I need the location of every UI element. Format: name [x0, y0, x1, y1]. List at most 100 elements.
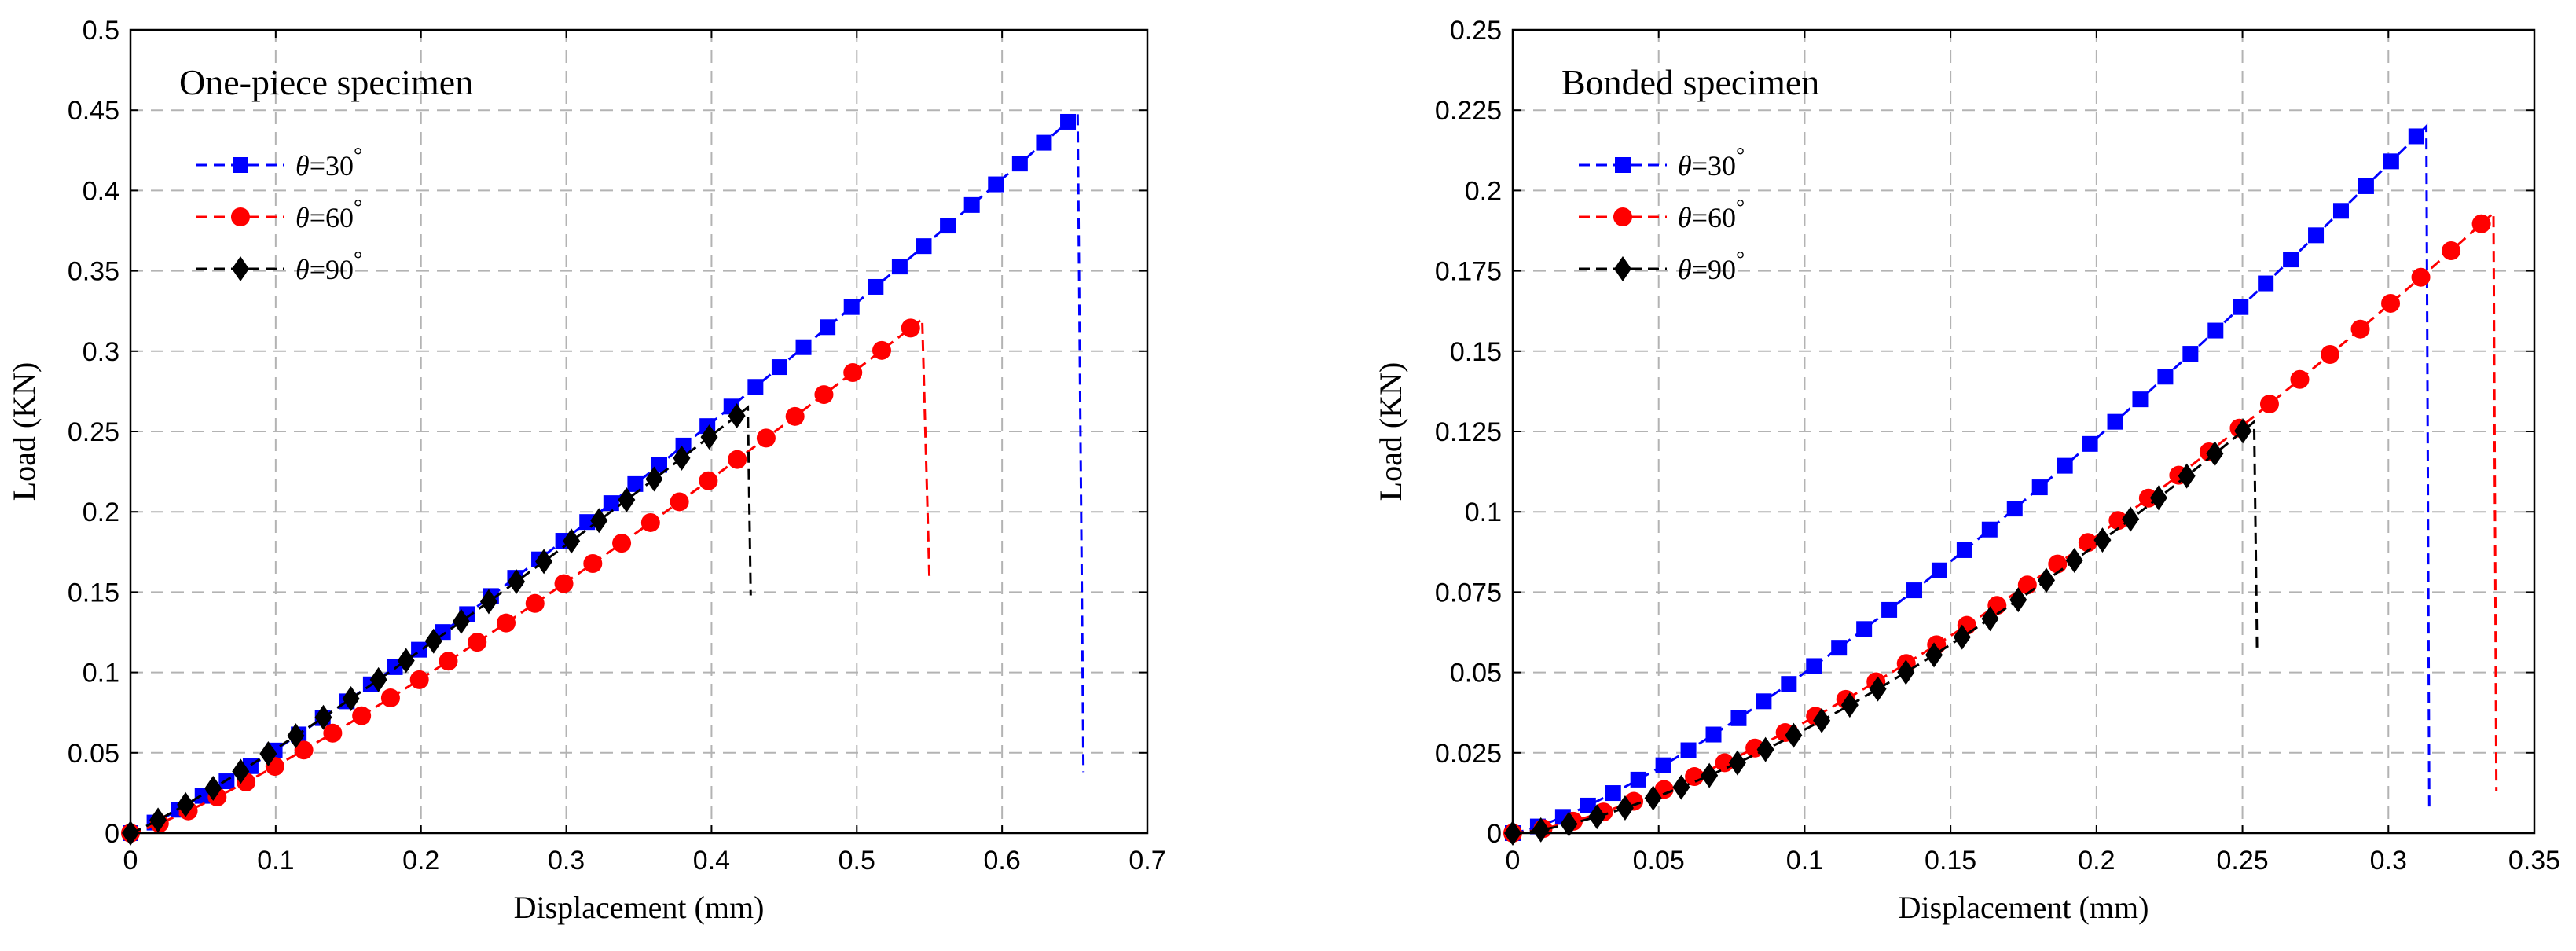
y-tick-label: 0.175: [1435, 257, 1502, 287]
legend-value: =60: [1692, 202, 1736, 233]
y-tick-label: 0.4: [83, 176, 119, 206]
data-point: [2093, 527, 2112, 553]
y-tick-label: 0.25: [1450, 16, 1502, 46]
y-tick-label: 0.2: [83, 498, 119, 527]
data-point: [2350, 319, 2370, 339]
y-tick-label: 0.15: [1450, 337, 1502, 367]
y-tick-label: 0.075: [1435, 578, 1502, 608]
data-point: [2321, 344, 2339, 364]
y-tick-label: 0.1: [83, 659, 119, 688]
y-tick-label: 0.05: [1450, 659, 1502, 688]
data-point: [868, 278, 884, 295]
y-tick-label: 0.45: [68, 96, 119, 126]
data-point: [872, 340, 891, 360]
legend-entry: θ=90°: [1579, 248, 1745, 285]
data-point: [2122, 506, 2140, 532]
x-tick-label: 0.2: [402, 846, 439, 876]
data-point: [2408, 128, 2424, 145]
data-point: [1701, 762, 1719, 788]
data-point: [424, 628, 442, 654]
data-point: [1680, 742, 1697, 758]
data-point: [1781, 676, 1797, 692]
x-axis-label: Displacement (mm): [1899, 890, 2149, 925]
x-tick-label: 0.05: [1633, 846, 1685, 876]
data-point: [916, 238, 932, 255]
data-point: [843, 363, 863, 383]
data-point: [814, 385, 834, 405]
legend-value: =30: [1692, 150, 1736, 182]
data-point: [963, 196, 980, 213]
legend-degree: °: [1736, 196, 1745, 220]
data-point: [1953, 624, 1971, 650]
x-tick-label: 0.35: [2508, 846, 2560, 876]
chart-title: One-piece specimen: [179, 62, 473, 102]
chart-title: Bonded specimen: [1561, 62, 1819, 102]
data-point: [771, 359, 787, 376]
legend-theta-symbol: θ: [295, 202, 310, 233]
data-point: [612, 534, 632, 553]
x-tick-label: 0.3: [548, 846, 585, 876]
data-point: [603, 495, 619, 512]
data-point: [1981, 521, 1998, 538]
y-axis-label: Load (KN): [1373, 362, 1408, 501]
data-point: [700, 424, 718, 450]
data-point: [554, 574, 574, 593]
data-point: [901, 318, 920, 338]
data-point: [496, 613, 516, 633]
data-point: [670, 492, 689, 512]
data-point: [1605, 785, 1621, 802]
series-theta-90: [122, 403, 752, 846]
y-tick-label: 0.225: [1435, 96, 1502, 126]
data-point: [728, 450, 747, 469]
legend-entry: θ=30°: [196, 144, 362, 182]
data-point: [2009, 587, 2027, 613]
data-point: [177, 791, 195, 817]
data-point: [645, 466, 663, 492]
data-point: [618, 487, 636, 513]
series-theta-90: [1504, 418, 2259, 846]
data-point: [1705, 726, 1722, 743]
data-point: [820, 319, 836, 336]
data-point: [1654, 780, 1674, 799]
x-tick-label: 0.6: [984, 846, 1021, 876]
data-point: [2381, 293, 2401, 313]
data-point: [1831, 640, 1848, 656]
data-point: [2207, 322, 2224, 339]
x-tick-label: 0: [123, 846, 138, 876]
legend-marker: [1615, 157, 1631, 173]
legend-label: θ=90°: [295, 248, 362, 285]
data-point: [2332, 203, 2349, 219]
series-theta-30: [123, 111, 1085, 841]
data-point: [1856, 621, 1873, 637]
data-point: [204, 776, 222, 802]
data-point: [1655, 757, 1671, 773]
data-point: [1630, 771, 1646, 788]
data-point: [2082, 435, 2098, 452]
y-tick-label: 0.3: [83, 337, 119, 367]
data-point: [2442, 241, 2461, 260]
legend: θ=30°θ=60°θ=90°: [1579, 144, 1745, 285]
x-tick-label: 0.1: [257, 846, 294, 876]
data-point: [1869, 676, 1887, 702]
data-point: [2057, 457, 2073, 474]
legend-theta-symbol: θ: [295, 150, 310, 182]
series-layer: [1503, 123, 2498, 846]
data-point: [468, 633, 487, 652]
data-point: [452, 608, 470, 634]
data-point: [2383, 153, 2399, 170]
tick-labels: 0 0.05 0.1 0.15 0.2 0.25 0.3 0.35 0 0.025 0.05 0.07…: [1435, 16, 2560, 876]
data-point: [2233, 299, 2249, 315]
legend-marker: [1613, 207, 1632, 226]
data-point: [1532, 817, 1550, 843]
y-tick-label: 0: [105, 819, 119, 849]
y-tick-label: 0.2: [1465, 176, 1502, 206]
legend-marker: [232, 256, 249, 281]
data-point: [380, 688, 400, 708]
data-point: [1728, 750, 1746, 776]
data-point: [2182, 346, 2199, 362]
y-tick-label: 0.35: [68, 257, 119, 287]
legend: θ=30°θ=60°θ=90°: [196, 144, 362, 285]
data-point: [1840, 692, 1859, 718]
legend-marker: [231, 207, 250, 226]
legend-theta-symbol: θ: [1678, 254, 1692, 285]
